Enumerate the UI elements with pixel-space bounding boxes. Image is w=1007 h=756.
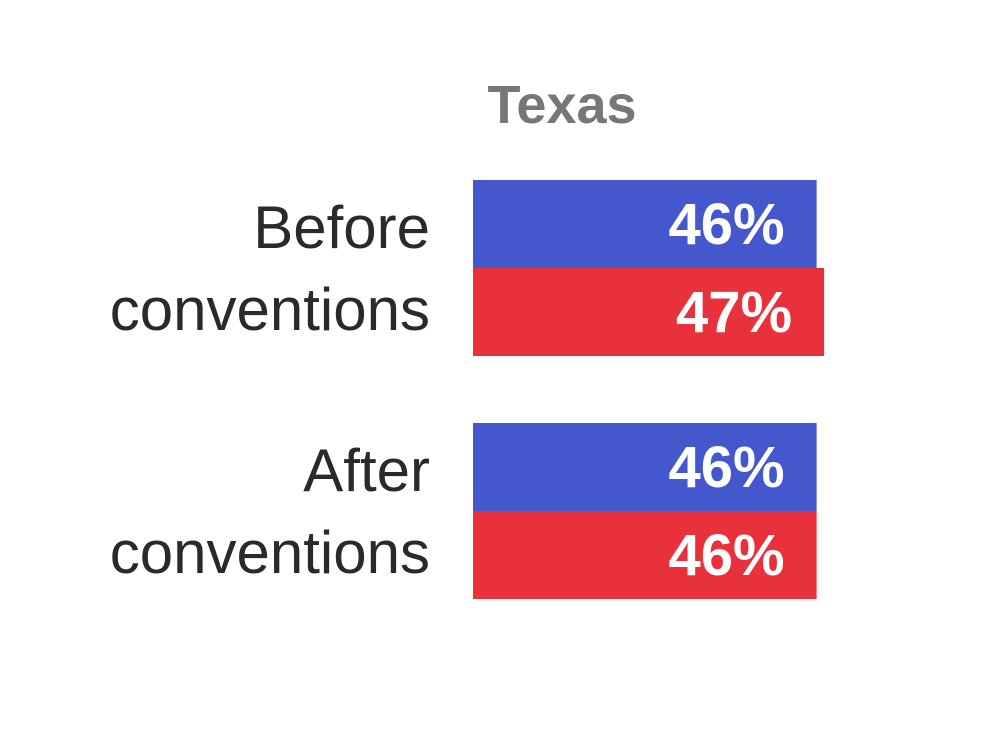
category-label-line: conventions (110, 519, 430, 586)
bar (473, 423, 817, 511)
category-label: After conventions (110, 437, 430, 586)
bar-value-label: 46% (669, 523, 785, 588)
bar-value-label: 46% (669, 435, 785, 500)
category-label-line: After (303, 437, 430, 504)
bar-value-label: 46% (669, 192, 785, 257)
chart-title: Texas (487, 75, 636, 135)
bar (473, 268, 825, 356)
category-label-line: Before (253, 194, 430, 261)
category-label: Before conventions (110, 194, 430, 343)
bar-value-label: 47% (676, 280, 792, 345)
bars-layer: Before conventions 46% 47% After conventions 4… (110, 180, 825, 599)
category-label-line: conventions (110, 276, 430, 343)
bar (473, 180, 817, 268)
bar (473, 511, 817, 599)
